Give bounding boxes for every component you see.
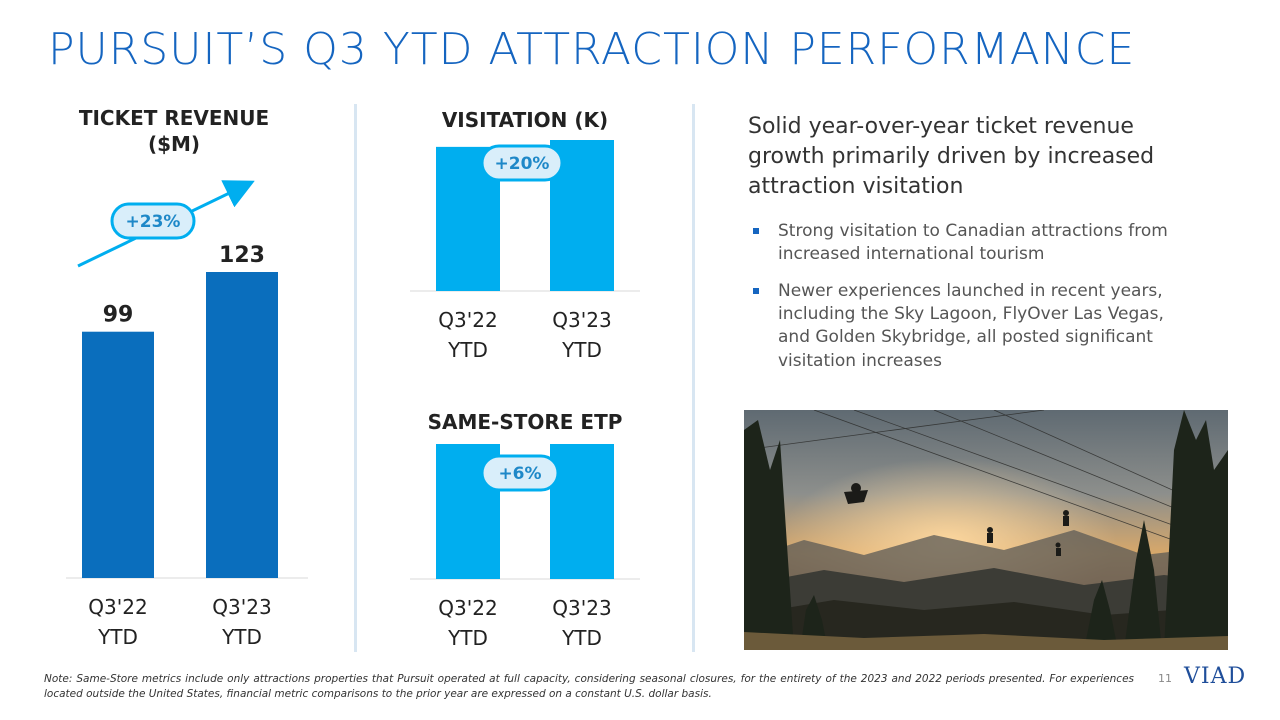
category-label-visitation-0: Q3'22	[438, 308, 497, 332]
chart-title-same-store-etp: SAME-STORE ETP	[427, 410, 623, 434]
category-label-ticket-revenue-1: Q3'23	[212, 595, 271, 619]
data-label-ticket-revenue-1: 123	[219, 243, 265, 268]
category-label-same-store-etp-0: YTD	[447, 626, 488, 650]
change-label-visitation: +20%	[495, 154, 550, 174]
chart-title-visitation: VISITATION (K)	[441, 108, 609, 132]
divider-left	[354, 104, 357, 652]
category-label-same-store-etp-0: Q3'22	[438, 596, 497, 620]
change-label-same-store-etp: +6%	[498, 464, 541, 484]
zipline-photo	[744, 410, 1228, 650]
category-label-ticket-revenue-1: YTD	[221, 625, 262, 649]
commentary-headline: Solid year-over-year ticket revenue grow…	[748, 114, 1155, 199]
chart-title-ticket-revenue: TICKET REVENUE ($M)	[78, 106, 270, 156]
bar-ticket-revenue-0	[82, 331, 154, 578]
data-label-visitation-0: 2,485	[441, 140, 495, 142]
change-callout-visitation	[480, 144, 564, 182]
change-callout-same-store-etp	[480, 454, 560, 492]
slide-title: PURSUIT’S Q3 YTD ATTRACTION PERFORMANCE	[48, 24, 1136, 75]
bullet-square-icon	[753, 228, 759, 234]
category-label-same-store-etp-1: Q3'23	[552, 596, 611, 620]
change-callout-ticket-revenue	[110, 202, 196, 240]
category-label-visitation-1: YTD	[561, 338, 602, 362]
bullet-item: Strong visitation to Canadian attraction…	[752, 220, 1192, 266]
bullet-text: Newer experiences launched in recent yea…	[778, 281, 1164, 371]
category-label-visitation-0: YTD	[447, 338, 488, 362]
viad-logo: VIAD	[1184, 664, 1247, 689]
data-label-ticket-revenue-0: 99	[103, 303, 134, 328]
chart-ticket-revenue: 99 Q3'22 YTD 123 Q3'23 YTD +23%	[66, 180, 308, 649]
commentary-bullets: Strong visitation to Canadian attraction…	[752, 220, 1192, 387]
bar-ticket-revenue-1	[206, 272, 278, 578]
divider-right	[692, 104, 695, 652]
bullet-item: Newer experiences launched in recent yea…	[752, 280, 1192, 372]
bullet-text: Strong visitation to Canadian attraction…	[778, 221, 1168, 265]
change-label-ticket-revenue: +23%	[126, 212, 181, 232]
footnote: Note: Same-Store metrics include only at…	[44, 673, 1134, 701]
category-label-ticket-revenue-0: Q3'22	[88, 595, 147, 619]
category-label-visitation-1: Q3'23	[552, 308, 611, 332]
page-number: 11	[1158, 672, 1172, 685]
bullet-square-icon	[753, 288, 759, 295]
category-label-ticket-revenue-0: YTD	[97, 625, 138, 649]
category-label-same-store-etp-1: YTD	[561, 626, 602, 650]
